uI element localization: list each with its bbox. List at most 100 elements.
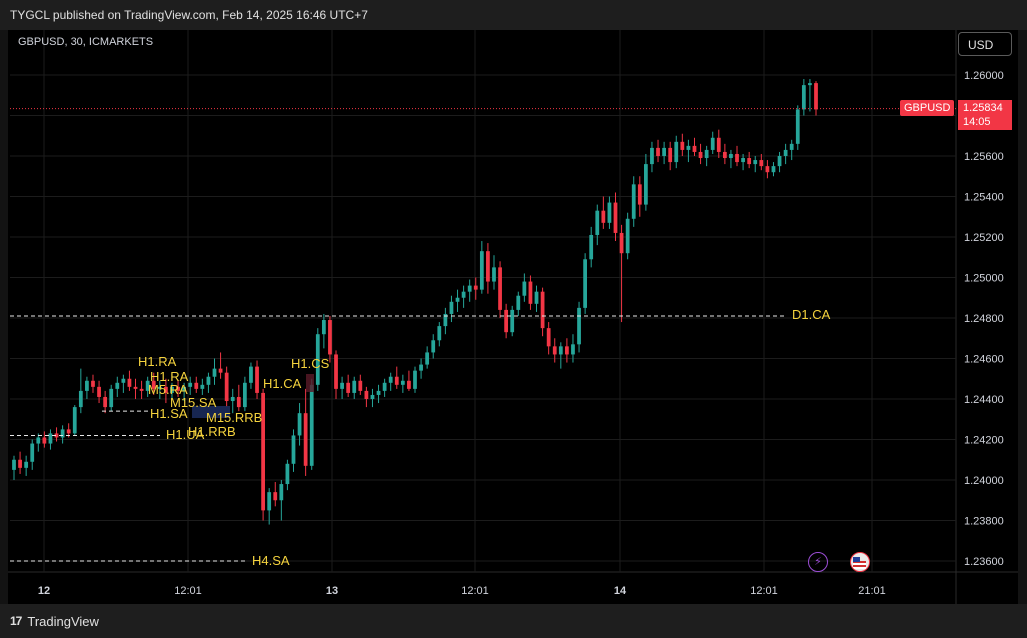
- candle-body[interactable]: [814, 83, 818, 110]
- candle-body[interactable]: [583, 259, 588, 308]
- candle-body[interactable]: [36, 437, 41, 444]
- candle-body[interactable]: [735, 153, 739, 163]
- candle-body[interactable]: [267, 492, 272, 511]
- candle-body[interactable]: [72, 407, 77, 434]
- candle-body[interactable]: [492, 267, 496, 282]
- candle-body[interactable]: [376, 390, 381, 395]
- candle-body[interactable]: [18, 459, 22, 468]
- candle-body[interactable]: [303, 413, 308, 466]
- candle-body[interactable]: [613, 202, 618, 233]
- candle-body[interactable]: [242, 382, 247, 408]
- candle-body[interactable]: [170, 386, 174, 393]
- candle-body[interactable]: [151, 380, 156, 389]
- candle-body[interactable]: [346, 382, 351, 393]
- candle-body[interactable]: [12, 459, 16, 470]
- candle-body[interactable]: [419, 364, 423, 371]
- candle-body[interactable]: [42, 437, 47, 444]
- candle-body[interactable]: [249, 366, 253, 383]
- candle-body[interactable]: [85, 380, 89, 391]
- candle-body[interactable]: [741, 158, 745, 163]
- candle-body[interactable]: [255, 366, 259, 393]
- candle-body[interactable]: [528, 281, 533, 304]
- candle-body[interactable]: [558, 346, 563, 355]
- candle-body[interactable]: [680, 141, 685, 150]
- candle-body[interactable]: [291, 435, 296, 464]
- candle-body[interactable]: [668, 147, 673, 163]
- candle-body[interactable]: [686, 145, 691, 150]
- candle-body[interactable]: [431, 340, 436, 353]
- candle-body[interactable]: [437, 326, 442, 341]
- candle-body[interactable]: [467, 285, 472, 292]
- candle-body[interactable]: [455, 297, 460, 302]
- candle-body[interactable]: [607, 202, 612, 223]
- candle-body[interactable]: [729, 153, 733, 159]
- candle-body[interactable]: [473, 285, 478, 290]
- candle-body[interactable]: [315, 334, 320, 385]
- candle-body[interactable]: [747, 158, 752, 165]
- candle-body[interactable]: [24, 461, 29, 468]
- candle-body[interactable]: [722, 151, 727, 159]
- candle-body[interactable]: [230, 396, 235, 402]
- candle-body[interactable]: [704, 149, 709, 159]
- candle-body[interactable]: [650, 147, 654, 165]
- candle-body[interactable]: [115, 382, 120, 389]
- candle-body[interactable]: [449, 301, 454, 314]
- candle-body[interactable]: [176, 386, 180, 391]
- candle-body[interactable]: [516, 295, 521, 310]
- candle-body[interactable]: [546, 328, 551, 347]
- candle-body[interactable]: [716, 137, 721, 152]
- candle-body[interactable]: [589, 234, 594, 260]
- candle-body[interactable]: [109, 388, 114, 408]
- candle-body[interactable]: [522, 281, 527, 296]
- currency-button[interactable]: USD: [958, 32, 1012, 56]
- candle-body[interactable]: [121, 378, 126, 383]
- candle-body[interactable]: [808, 83, 812, 86]
- candle-body[interactable]: [783, 149, 788, 156]
- candlestick-chart[interactable]: 1.260001.258001.256001.254001.252001.250…: [8, 30, 1018, 604]
- lightning-icon[interactable]: ⚡︎: [808, 552, 828, 572]
- candle-body[interactable]: [577, 307, 581, 345]
- candle-body[interactable]: [279, 484, 284, 501]
- candle-body[interactable]: [443, 313, 448, 327]
- candle-body[interactable]: [48, 433, 53, 444]
- candle-body[interactable]: [571, 344, 575, 355]
- candle-body[interactable]: [777, 156, 782, 167]
- candle-body[interactable]: [394, 376, 399, 385]
- candle-body[interactable]: [498, 267, 502, 310]
- candle-body[interactable]: [486, 251, 490, 282]
- tradingview-logo[interactable]: 17 TradingView: [10, 612, 99, 630]
- candle-body[interactable]: [60, 429, 65, 438]
- candle-body[interactable]: [127, 378, 132, 387]
- candle-body[interactable]: [370, 394, 375, 399]
- candle-body[interactable]: [133, 386, 138, 389]
- candle-body[interactable]: [285, 463, 290, 485]
- candle-body[interactable]: [765, 166, 770, 173]
- candle-body[interactable]: [218, 368, 223, 373]
- candle-body[interactable]: [400, 380, 405, 385]
- candle-body[interactable]: [461, 291, 466, 298]
- candle-body[interactable]: [637, 184, 642, 205]
- candle-body[interactable]: [206, 376, 211, 385]
- candle-body[interactable]: [334, 354, 338, 389]
- us-flag-icon[interactable]: [850, 552, 870, 572]
- chart-frame[interactable]: 1.260001.258001.256001.254001.252001.250…: [8, 30, 1018, 604]
- candle-body[interactable]: [188, 382, 193, 387]
- candle-body[interactable]: [388, 376, 393, 383]
- candle-body[interactable]: [692, 145, 697, 152]
- candle-body[interactable]: [157, 386, 162, 389]
- candle-body[interactable]: [91, 380, 95, 387]
- candle-body[interactable]: [382, 382, 387, 391]
- candle-body[interactable]: [309, 384, 314, 466]
- candle-body[interactable]: [340, 382, 344, 389]
- candle-body[interactable]: [698, 151, 703, 159]
- candle-body[interactable]: [789, 143, 794, 150]
- candle-body[interactable]: [273, 492, 278, 501]
- candle-body[interactable]: [625, 218, 630, 254]
- candle-body[interactable]: [801, 85, 806, 110]
- candle-body[interactable]: [194, 382, 199, 389]
- candle-body[interactable]: [510, 309, 515, 333]
- candle-body[interactable]: [407, 380, 411, 389]
- candle-body[interactable]: [479, 251, 484, 290]
- candle-body[interactable]: [78, 390, 83, 408]
- candle-body[interactable]: [164, 386, 168, 393]
